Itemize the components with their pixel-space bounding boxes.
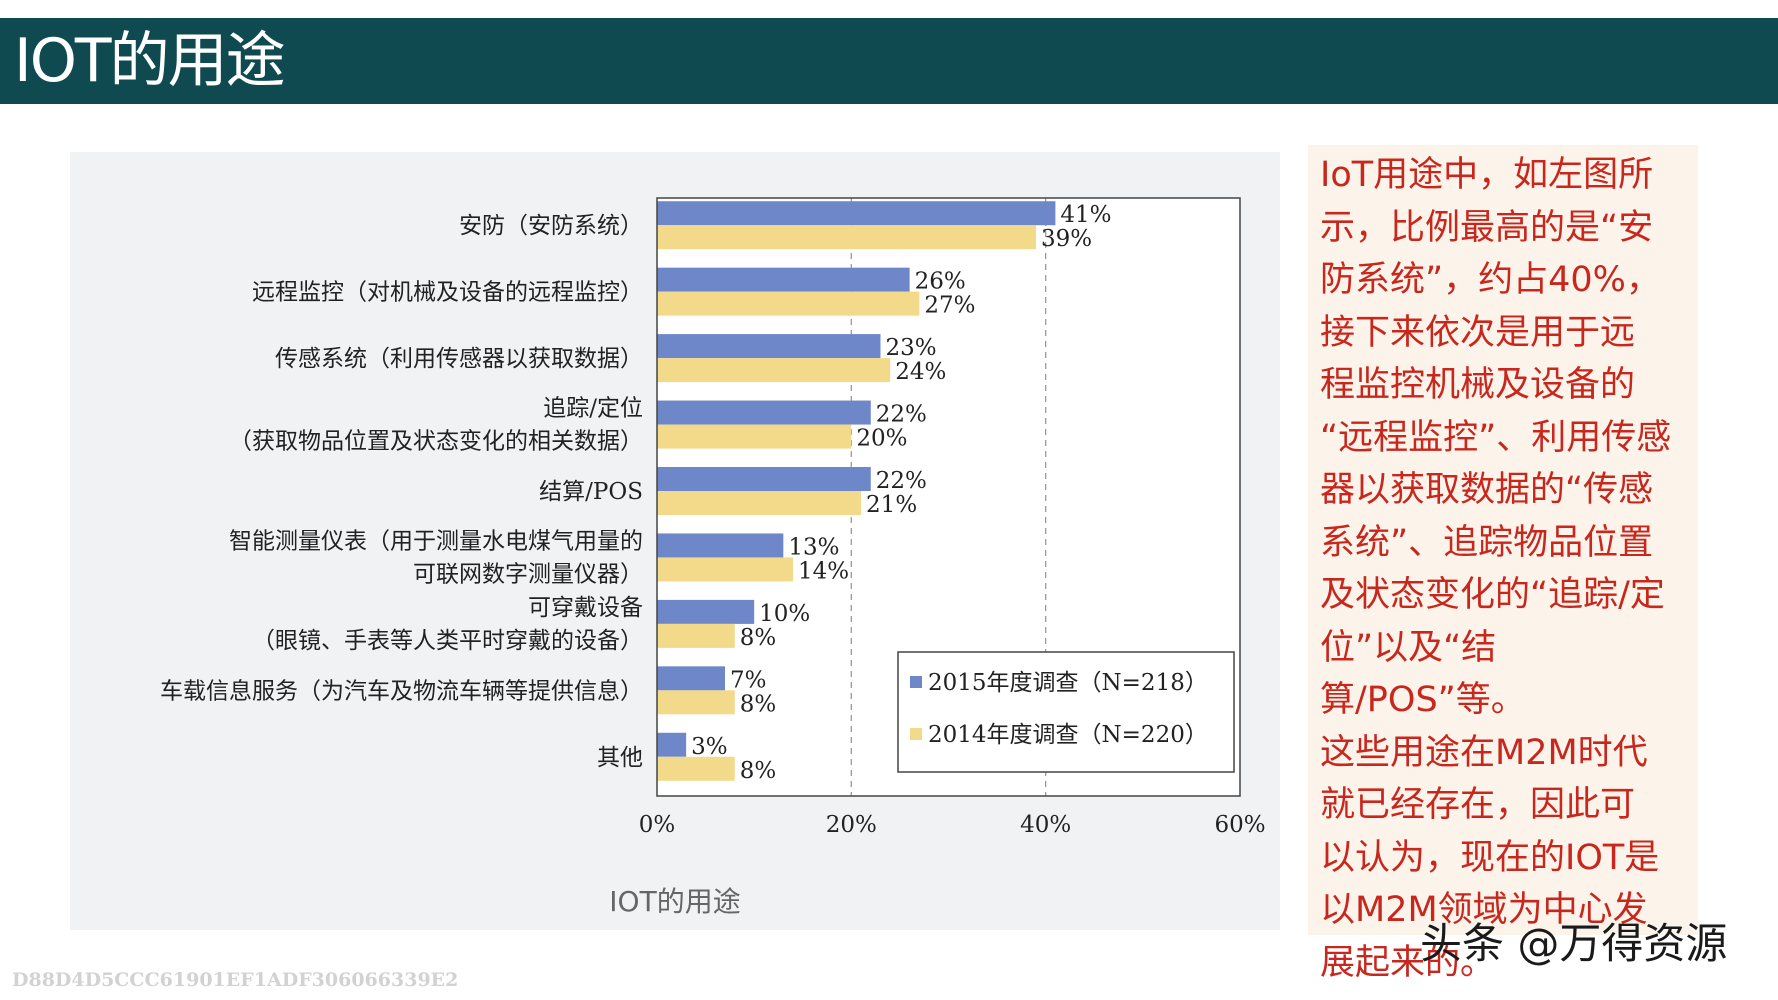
legend-label: 2014年度调查（N=220）	[928, 722, 1208, 748]
legend-label: 2015年度调查（N=218）	[928, 670, 1208, 696]
bar-2014	[657, 424, 852, 449]
bar-2014	[657, 756, 735, 781]
note-text: IoT用途中，如左图所 示，比例最高的是“安 防系统”，约占40%， 接下来依次是用于…	[1320, 149, 1695, 989]
x-tick-label: 20%	[826, 812, 877, 838]
data-label: 21%	[866, 492, 917, 518]
note-line: 以认为，现在的IOT是	[1320, 837, 1660, 878]
bar-2015	[657, 267, 910, 292]
data-label: 24%	[895, 359, 946, 385]
data-label: 7%	[730, 667, 767, 693]
note-line: 以M2M领域为中心发	[1320, 890, 1648, 930]
legend-swatch	[910, 676, 922, 688]
category-label: 智能测量仪表（用于测量水电煤气用量的	[229, 528, 643, 554]
bar-2014	[657, 358, 891, 383]
legend-box	[897, 651, 1235, 773]
note-line: 接下来依次是用于远	[1320, 312, 1636, 353]
note-line: 展起来的。	[1320, 942, 1496, 983]
title-bar: IOT的用途	[0, 18, 1778, 104]
plot-frame	[656, 197, 1241, 797]
category-label: （眼镜、手表等人类平时穿戴的设备）	[252, 628, 643, 654]
note-line: 示，比例最高的是“安	[1320, 207, 1654, 248]
x-tick-label: 60%	[1214, 812, 1265, 838]
data-label: 8%	[740, 758, 777, 784]
bar-2014	[657, 690, 735, 715]
data-label: 10%	[759, 601, 810, 627]
page-title: IOT的用途	[14, 26, 286, 96]
note-line: IoT用途中，如左图所	[1320, 155, 1654, 195]
note-line: 位”以及“结算/POS”等。	[1320, 627, 1526, 721]
data-label: 8%	[740, 691, 777, 717]
category-label: 传感系统（利用传感器以获取数据）	[275, 346, 643, 372]
category-label: 车载信息服务（为汽车及物流车辆等提供信息）	[160, 678, 643, 704]
data-label: 27%	[924, 293, 975, 319]
data-label: 14%	[798, 558, 849, 584]
document-id: D88D4D5CCC61901EF1ADF306066339E2	[12, 969, 459, 991]
chart-caption: IOT的用途	[609, 885, 741, 918]
note-line: 及状态变化的“追踪/定	[1320, 575, 1665, 615]
category-label: 其他	[597, 745, 643, 771]
data-label: 13%	[788, 534, 839, 560]
data-label: 41%	[1060, 202, 1111, 228]
bar-2014	[657, 225, 1036, 250]
bar-2015	[657, 400, 871, 425]
note-line: 程监控机械及设备的	[1320, 365, 1636, 405]
bar-2015	[657, 599, 755, 624]
data-label: 39%	[1041, 226, 1092, 252]
category-label: 可联网数字测量仪器）	[413, 561, 643, 587]
note-box: IoT用途中，如左图所 示，比例最高的是“安 防系统”，约占40%， 接下来依次是用于…	[1308, 145, 1698, 983]
bar-2015	[657, 533, 784, 558]
category-label: 可穿戴设备	[528, 595, 643, 621]
category-label: 远程监控（对机械及设备的远程监控）	[252, 280, 643, 306]
data-label: 22%	[876, 468, 927, 494]
data-label: 3%	[691, 734, 728, 760]
bar-2015	[657, 334, 881, 359]
category-label: （获取物品位置及状态变化的相关数据）	[229, 429, 643, 455]
legend-swatch	[910, 728, 922, 740]
bar-2015	[657, 732, 687, 757]
data-label: 8%	[740, 625, 777, 651]
x-tick-label: 0%	[639, 812, 676, 838]
data-label: 20%	[856, 426, 907, 452]
data-label: 23%	[885, 335, 936, 361]
category-label: 结算/POS	[539, 479, 643, 505]
bar-2015	[657, 201, 1056, 226]
note-line: 系统”、追踪物品位置	[1320, 522, 1654, 563]
x-tick-label: 40%	[1020, 812, 1071, 838]
note-line: 就已经存在，因此可	[1320, 785, 1636, 825]
note-line: 器以获取数据的“传感	[1320, 470, 1654, 510]
note-line: “远程监控”、利用传感	[1320, 417, 1672, 458]
category-label: 安防（安防系统）	[459, 213, 643, 239]
note-line: 这些用途在M2M时代	[1320, 732, 1648, 773]
bar-2014	[657, 491, 862, 515]
note-line: 防系统”，约占40%，	[1320, 260, 1661, 300]
bar-2014	[657, 623, 735, 648]
watermark: 头条 @万得资源	[1420, 919, 1728, 968]
bar-2014	[657, 291, 920, 316]
bar-2015	[657, 666, 726, 691]
bar-2015	[657, 467, 871, 491]
bar-2014	[657, 557, 794, 582]
chart-panel: 41% 39% 安防（安防系统） 26% 27% 远程监控（对机械及设备的远程监控） 23%…	[70, 152, 1280, 930]
data-label: 26%	[915, 269, 966, 295]
category-label: 追踪/定位	[543, 396, 643, 422]
data-label: 22%	[876, 402, 927, 428]
bar-chart: 41%39% 安防（安防系统） 26%27% 远程监控（对机械及设备的远程监控） 23%…	[160, 197, 1266, 838]
